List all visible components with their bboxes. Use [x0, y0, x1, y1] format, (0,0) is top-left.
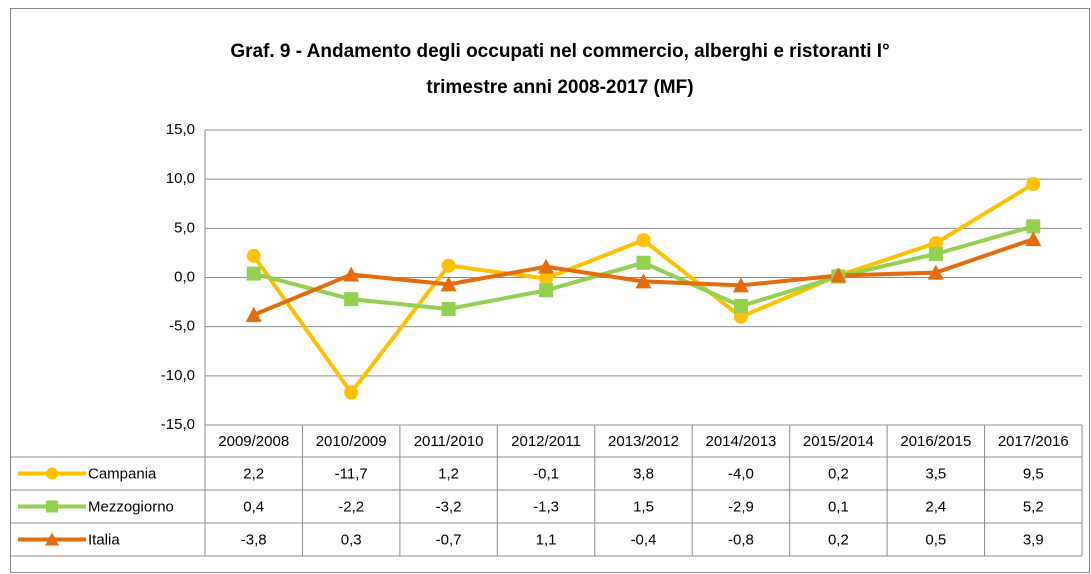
table-value: 1,5	[633, 498, 654, 515]
table-value: 3,5	[925, 465, 946, 482]
y-tick-label: 15,0	[166, 121, 195, 138]
x-tick-label: 2010/2009	[316, 433, 387, 450]
marker	[46, 500, 58, 513]
x-tick-label: 2009/2008	[218, 433, 289, 450]
y-tick-label: -15,0	[161, 416, 195, 433]
chart-title: trimestre anni 2008-2017 (MF)	[426, 77, 693, 98]
marker	[344, 292, 359, 307]
legend-label: Italia	[88, 531, 120, 548]
marker	[246, 248, 261, 263]
marker	[538, 258, 555, 274]
x-tick-label: 2012/2011	[511, 433, 581, 450]
x-tick-label: 2017/2016	[998, 433, 1069, 450]
table-value: 0,2	[828, 465, 849, 482]
x-tick-label: 2015/2014	[803, 433, 874, 450]
table-value: 0,1	[828, 498, 849, 515]
y-tick-label: 10,0	[166, 170, 195, 187]
marker	[46, 467, 58, 480]
marker	[1025, 231, 1042, 247]
marker	[927, 264, 944, 280]
y-tick-label: -5,0	[169, 318, 195, 335]
y-tick-label: -10,0	[161, 367, 195, 384]
marker	[635, 273, 652, 289]
legend-label: Campania	[88, 465, 157, 482]
marker	[733, 299, 748, 314]
table-value: -0,8	[728, 531, 754, 548]
marker	[830, 267, 847, 283]
marker	[732, 277, 749, 293]
table-value: 0,5	[925, 531, 946, 548]
table-value: -3,8	[241, 531, 267, 548]
marker	[344, 385, 359, 400]
x-tick-label: 2014/2013	[705, 433, 776, 450]
y-tick-label: 5,0	[174, 219, 195, 236]
table-value: -0,1	[533, 465, 559, 482]
legend-label: Mezzogiorno	[88, 498, 174, 515]
table-value: 0,3	[341, 531, 362, 548]
table-value: -0,7	[436, 531, 462, 548]
table-value: -3,2	[436, 498, 462, 515]
chart-title: Graf. 9 - Andamento degli occupati nel c…	[230, 41, 889, 62]
table-value: 3,8	[633, 465, 654, 482]
table-value: 0,4	[243, 498, 264, 515]
marker	[441, 258, 456, 273]
marker	[441, 301, 456, 316]
marker	[1026, 219, 1041, 234]
table-value: 9,5	[1023, 465, 1044, 482]
table-value: 5,2	[1023, 498, 1044, 515]
table-value: -0,4	[631, 531, 657, 548]
x-tick-label: 2016/2015	[900, 433, 971, 450]
marker	[928, 236, 943, 251]
table-value: -2,9	[728, 498, 754, 515]
table-value: -1,3	[533, 498, 559, 515]
table-value: 2,2	[243, 465, 264, 482]
marker	[440, 276, 457, 292]
table-value: -2,2	[338, 498, 364, 515]
table-value: 1,1	[536, 531, 557, 548]
table-value: 3,9	[1023, 531, 1044, 548]
table-value: -11,7	[335, 465, 368, 482]
marker	[733, 309, 748, 324]
table-value: 1,2	[438, 465, 459, 482]
marker	[636, 233, 651, 248]
marker	[343, 266, 360, 282]
marker	[245, 306, 262, 322]
x-tick-label: 2013/2012	[608, 433, 679, 450]
marker	[928, 246, 943, 261]
marker	[539, 271, 554, 286]
marker	[636, 255, 651, 270]
marker	[45, 532, 59, 546]
marker	[246, 266, 261, 281]
table-value: -4,0	[728, 465, 754, 482]
x-tick-label: 2011/2010	[414, 433, 484, 450]
table-value: 2,4	[925, 498, 946, 515]
table-value: 0,2	[828, 531, 849, 548]
marker	[1026, 177, 1041, 192]
marker	[539, 283, 554, 298]
y-tick-label: 0,0	[174, 268, 195, 285]
